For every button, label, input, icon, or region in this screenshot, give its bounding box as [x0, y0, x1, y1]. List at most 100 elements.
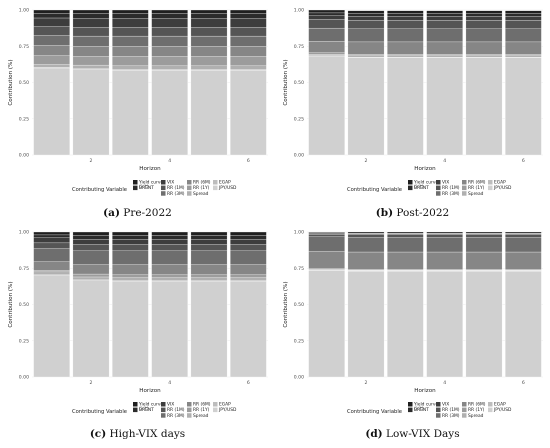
bar-segment	[72, 280, 110, 378]
legend-swatch	[436, 407, 441, 413]
legend-swatch	[436, 191, 441, 196]
bar-segment	[72, 64, 110, 69]
legend-swatch	[462, 191, 467, 196]
y-tick-label: 0.25	[19, 116, 29, 122]
legend-label: (i-i*)	[414, 184, 424, 190]
bar-segment	[112, 56, 149, 66]
bar-segment	[72, 18, 110, 28]
bar-segment	[347, 41, 385, 55]
bar-segment	[505, 13, 542, 17]
legend-label: RR (6M)	[468, 180, 486, 186]
bar-segment	[308, 251, 345, 269]
legend-swatch	[161, 191, 166, 196]
y-tick-label: 0.75	[294, 266, 304, 272]
legend-label: RR (6M)	[468, 402, 486, 408]
bar-segment	[33, 234, 70, 238]
bar-segment	[33, 64, 70, 68]
legend-label: VIX	[167, 402, 174, 408]
caption-a: (a) Pre-2022	[0, 207, 275, 219]
bar-segment	[505, 55, 542, 58]
bar-segment	[190, 235, 228, 240]
bar-segment	[465, 41, 503, 55]
bar-segment	[112, 13, 149, 19]
bar-segment	[505, 28, 542, 43]
legend-label: (i-i*)	[139, 184, 149, 190]
x-axis-label: Horizon	[414, 166, 436, 172]
bar-segment	[387, 271, 424, 378]
legend-title: Contributing Variable	[72, 409, 127, 415]
legend-label: RR (6M)	[193, 180, 211, 186]
caption-d-text: Low-VIX Days	[382, 428, 460, 440]
bar-segment	[72, 276, 110, 281]
bar-segment	[33, 242, 70, 249]
bar-segment	[426, 237, 463, 253]
bar-segment	[112, 18, 149, 28]
x-tick-label: 2	[365, 158, 368, 164]
bar-segment	[465, 28, 503, 43]
bar-segment	[151, 250, 188, 265]
bar-segment	[230, 231, 267, 236]
legend-swatch	[408, 402, 413, 407]
chart-panel-c: 0.00 0.25 0.50 0.75 1.00 2 4 6 Horizon Contributi…	[8, 230, 268, 419]
bar-segment	[387, 13, 424, 17]
x-tick-label: 2	[90, 158, 93, 164]
bar-segment	[505, 10, 542, 14]
legend-label: VIX	[442, 180, 449, 186]
bar-segment	[230, 13, 267, 19]
bar-segment	[426, 10, 463, 14]
y-tick-label: 0.00	[294, 375, 304, 381]
y-axis-label: Contribution (%)	[283, 59, 289, 105]
bar-segment	[190, 231, 228, 236]
bar-segment	[112, 9, 149, 14]
bar-segment	[190, 65, 228, 70]
bar-segment	[347, 234, 385, 238]
legend-label: Yield curve	[413, 402, 438, 408]
legend-swatch	[488, 402, 493, 407]
legend-label: EGAP	[219, 402, 231, 408]
y-tick-label: 1.00	[19, 8, 29, 14]
legend-swatch	[161, 402, 166, 407]
bar-segment	[230, 9, 267, 14]
bar-segment	[347, 251, 385, 270]
bar-segment	[505, 16, 542, 21]
bar-segment	[190, 264, 228, 275]
legend-label: RR (1M)	[167, 185, 185, 191]
bar-segment	[151, 13, 188, 19]
legend-label: JPY/USD	[218, 185, 237, 191]
bar-segment	[72, 46, 110, 57]
bar-segment	[151, 56, 188, 66]
bar-segment	[347, 271, 385, 378]
bar-segment	[387, 10, 424, 14]
bar-segment	[230, 70, 267, 156]
bar-segment	[387, 251, 424, 270]
x-axis-label: Horizon	[139, 166, 161, 172]
bar-segment	[347, 16, 385, 21]
bar-segment	[387, 57, 424, 156]
bar-segment	[72, 231, 110, 236]
bar-segment	[33, 271, 70, 275]
bar-segment	[151, 9, 188, 14]
bar-segment	[426, 13, 463, 17]
bar-segment	[230, 46, 267, 57]
legend-swatch	[488, 407, 493, 413]
legend-label: RR (3M)	[442, 191, 460, 197]
bar-segment	[347, 28, 385, 43]
legend-label: BRENT	[414, 407, 429, 413]
bar-segment	[151, 231, 188, 236]
legend-label: RR (1Y)	[193, 407, 210, 413]
legend-label: RR (1M)	[442, 185, 460, 191]
legend-swatch	[462, 402, 467, 407]
bar-segment	[230, 56, 267, 66]
legend-label: (i-i*)	[414, 406, 424, 412]
bar-segment	[112, 274, 149, 278]
y-tick-label: 0.50	[294, 80, 304, 86]
bar-segment	[308, 231, 345, 233]
bar-segment	[112, 239, 149, 245]
bar-segment	[112, 231, 149, 236]
bar-segment	[33, 231, 70, 236]
caption-c-text: High-VIX days	[106, 428, 186, 440]
bar-segment	[190, 274, 228, 278]
legend-label: RR (1M)	[442, 407, 460, 413]
legend-title: Contributing Variable	[347, 409, 402, 415]
legend-label: EGAP	[494, 402, 506, 408]
